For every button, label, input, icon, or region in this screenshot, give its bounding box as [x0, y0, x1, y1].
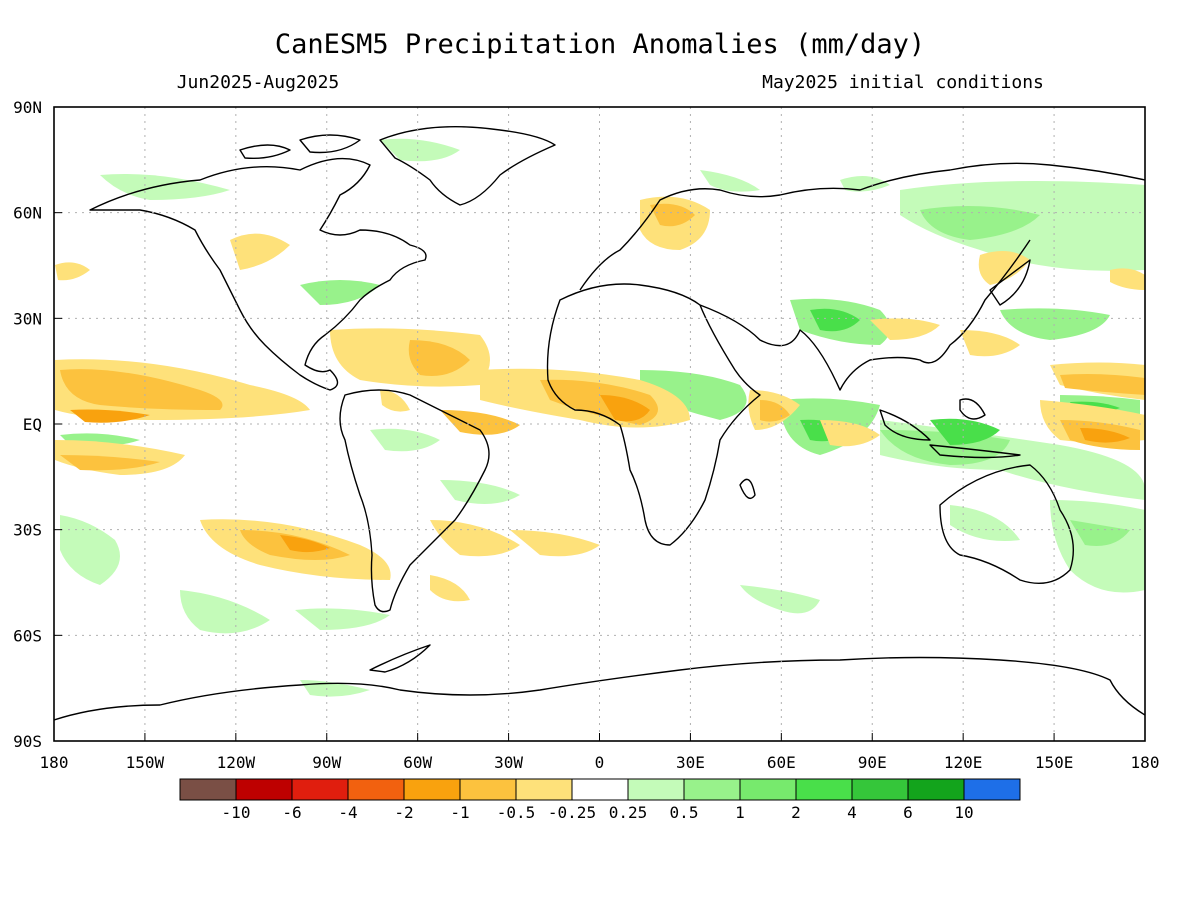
longitude-tick-label: 60W: [403, 753, 432, 772]
colorbar-swatch: [571, 778, 629, 801]
map-title: CanESM5 Precipitation Anomalies (mm/day): [275, 29, 925, 60]
latitude-tick-label: 90S: [13, 732, 42, 751]
colorbar-swatch: [627, 778, 685, 801]
longitude-tick-label: 90E: [858, 753, 887, 772]
latitude-tick-label: 60N: [13, 204, 42, 223]
colorbar-swatch: [963, 778, 1021, 801]
colorbar-label: -1: [450, 803, 469, 822]
forecast-period: Jun2025-Aug2025: [177, 72, 340, 93]
graticule: [54, 107, 1145, 741]
colorbar-label: -0.5: [497, 803, 536, 822]
colorbar-label: -10: [222, 803, 251, 822]
colorbar-swatch: [235, 778, 293, 801]
colorbar-label: -6: [282, 803, 301, 822]
colorbar-label: 1: [735, 803, 745, 822]
latitude-tick-label: 90N: [13, 98, 42, 117]
colorbar-label: -0.25: [548, 803, 596, 822]
colorbar-swatch: [683, 778, 741, 801]
colorbar-swatch: [515, 778, 573, 801]
anomaly-shading: [55, 138, 1145, 697]
longitude-tick-label: 150W: [126, 753, 165, 772]
colorbar-label: 2: [791, 803, 801, 822]
latitude-tick-label: 60S: [13, 626, 42, 645]
latitude-tick-label: 30N: [13, 309, 42, 328]
colorbar-swatch: [795, 778, 853, 801]
longitude-tick-label: 0: [595, 753, 605, 772]
longitude-tick-label: 150E: [1035, 753, 1074, 772]
longitude-tick-label: 90W: [312, 753, 341, 772]
colorbar-label: 6: [903, 803, 913, 822]
colorbar-label: 10: [954, 803, 973, 822]
longitude-tick-label: 60E: [767, 753, 796, 772]
longitude-axis: 180 150W 120W 90W 60W 30W 0 30E 60E 90E 120E 150E 18…: [40, 733, 1160, 772]
colorbar-swatch: [403, 778, 461, 801]
coastlines: [54, 125, 1145, 721]
colorbar-swatch: [291, 778, 349, 801]
initial-conditions: May2025 initial conditions: [762, 72, 1044, 93]
longitude-tick-label: 180: [1131, 753, 1160, 772]
colorbar-swatch: [459, 778, 517, 801]
colorbar-swatch: [851, 778, 909, 801]
longitude-tick-label: 120E: [944, 753, 983, 772]
latitude-tick-label: EQ: [23, 415, 42, 434]
colorbar-legend: -10 -6 -4 -2 -1 -0.5 -0.25 0.25 0.5 1 2 4 6 10: [179, 778, 1021, 822]
colorbar-label: 0.25: [609, 803, 648, 822]
colorbar-swatch: [347, 778, 405, 801]
longitude-tick-label: 120W: [217, 753, 256, 772]
colorbar-label: -2: [394, 803, 413, 822]
colorbar-swatch: [739, 778, 797, 801]
latitude-axis: 90N 60N 30N EQ 30S 60S 90S: [13, 98, 62, 751]
colorbar-label: 0.5: [670, 803, 699, 822]
latitude-tick-label: 30S: [13, 521, 42, 540]
colorbar-swatch: [179, 778, 237, 801]
colorbar-swatch: [907, 778, 965, 801]
colorbar-label: 4: [847, 803, 857, 822]
longitude-tick-label: 30E: [676, 753, 705, 772]
longitude-tick-label: 30W: [494, 753, 523, 772]
colorbar-label: -4: [338, 803, 357, 822]
longitude-tick-label: 180: [40, 753, 69, 772]
